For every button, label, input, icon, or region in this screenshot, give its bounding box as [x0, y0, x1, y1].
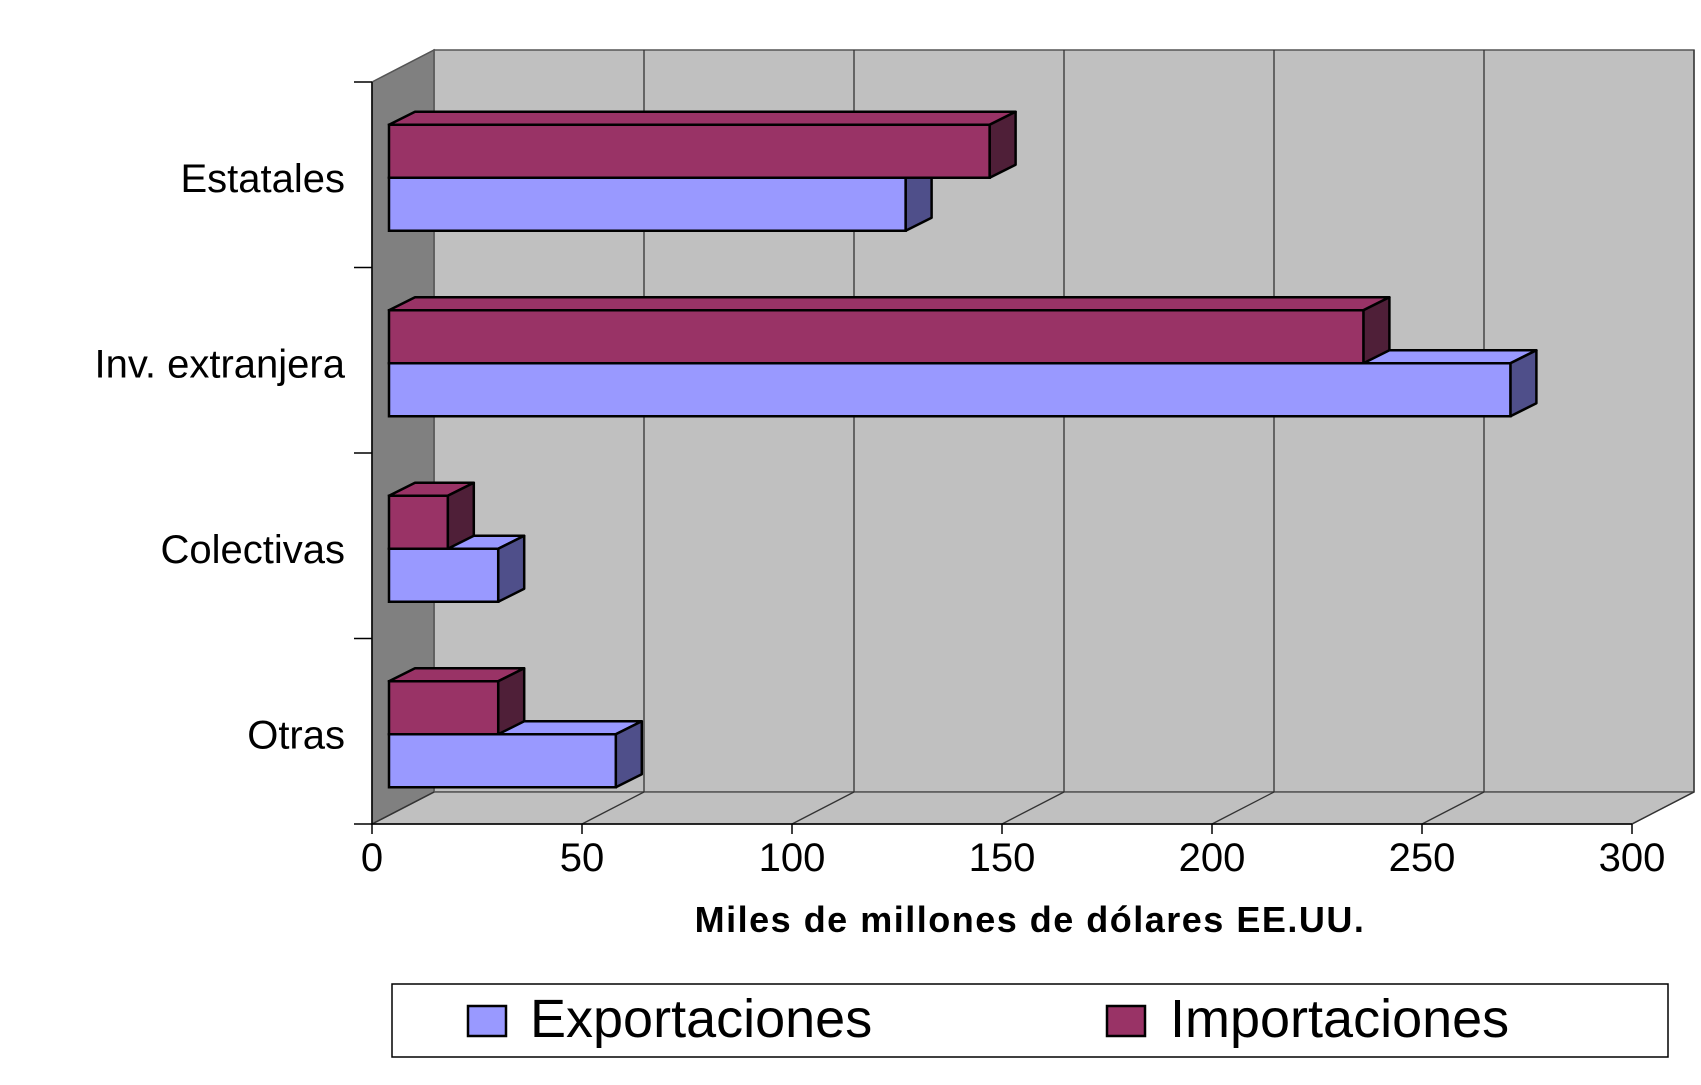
legend-label-exportaciones: Exportaciones	[530, 989, 872, 1049]
x-tick-label-0: 0	[361, 836, 383, 880]
x-axis-title: Miles de millones de dólares EE.UU.	[695, 899, 1366, 940]
bar-exportaciones-estatales-front	[387, 176, 907, 232]
bars	[387, 110, 1538, 789]
legend-label-importaciones: Importaciones	[1170, 989, 1509, 1049]
x-tick-label-150: 150	[969, 836, 1036, 880]
y-tick-label-colectivas: Colectivas	[160, 528, 345, 572]
x-tick-label-250: 250	[1389, 836, 1456, 880]
x-tick-label-200: 200	[1179, 836, 1246, 880]
bar-importaciones-inv-extranjera-front	[387, 309, 1365, 365]
floor-gridline-0	[371, 791, 435, 825]
bar-importaciones-estatales-top	[387, 110, 1017, 126]
floor-gridline-50	[581, 791, 645, 825]
floor-gridline-100	[791, 791, 855, 825]
axis-labels: 0 50 100 150 200 250 300 Estatales Inv. extranje…	[95, 157, 1666, 880]
x-tick-label-100: 100	[759, 836, 826, 880]
bar-importaciones-colectivas	[387, 481, 476, 550]
bar-exportaciones-colectivas-side	[496, 534, 526, 603]
axes	[354, 81, 1633, 834]
y-tick-label-otras: Otras	[247, 713, 345, 757]
legend-box	[391, 983, 1669, 1058]
y-tick-label-estatales: Estatales	[180, 157, 345, 201]
bar-exportaciones-otras-side	[614, 720, 644, 789]
floor-gridline-200	[1211, 791, 1275, 825]
bar-importaciones-otras-front	[387, 680, 500, 736]
legend-swatch-exportaciones	[466, 1004, 508, 1038]
bar-importaciones-otras-side	[496, 667, 526, 736]
legend: Exportaciones Importaciones	[391, 983, 1669, 1058]
bar-importaciones-estatales	[387, 110, 1017, 179]
floor-gridline-300	[1631, 791, 1695, 825]
bar-exportaciones-colectivas	[387, 534, 526, 603]
x-tick-label-50: 50	[560, 836, 605, 880]
bar-importaciones-colectivas-side	[446, 481, 476, 550]
bar-importaciones-otras	[387, 667, 526, 736]
bar-importaciones-inv-extranjera-top	[387, 296, 1391, 312]
bar-exportaciones-colectivas-front	[387, 547, 500, 603]
x-tick-label-300: 300	[1599, 836, 1666, 880]
bar-importaciones-inv-extranjera-side	[1362, 296, 1391, 365]
y-tick-label-inv-extranjera: Inv. extranjera	[95, 342, 346, 386]
bar-importaciones-inv-extranjera	[387, 296, 1391, 365]
bar-importaciones-colectivas-front	[387, 494, 450, 550]
bar-exportaciones-otras-front	[387, 733, 618, 789]
bar-importaciones-estatales-front	[387, 123, 991, 179]
bar-exportaciones-inv-extranjera-front	[387, 362, 1512, 418]
floor-gridline-250	[1421, 791, 1485, 825]
bar-exportaciones-inv-extranjera-side	[1509, 349, 1538, 418]
bar-importaciones-estatales-side	[988, 110, 1017, 179]
legend-swatch-importaciones	[1105, 1004, 1147, 1038]
floor-gridline-150	[1001, 791, 1065, 825]
